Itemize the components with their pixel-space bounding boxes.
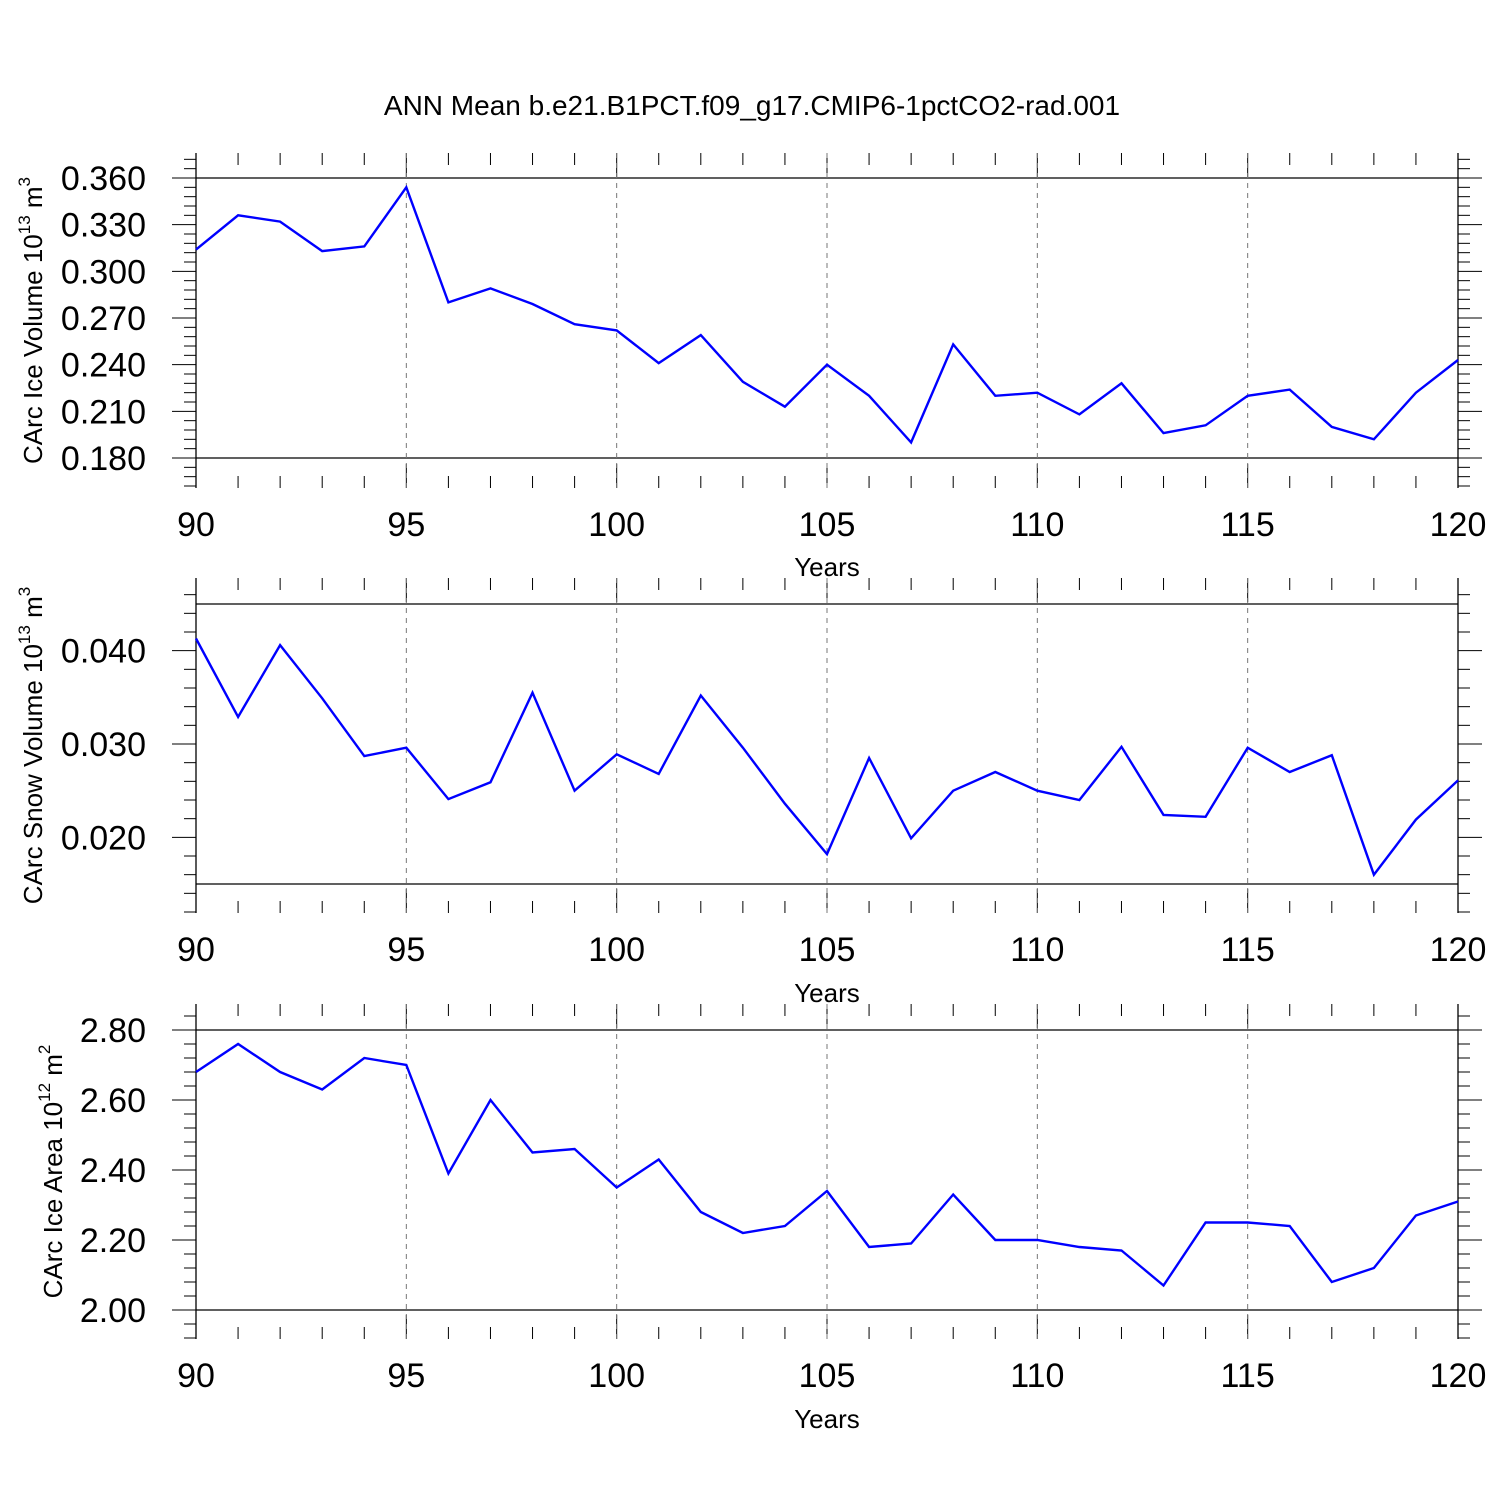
y-tick-label: 2.60 bbox=[80, 1082, 146, 1120]
y-axis-label-text: CArc Snow Volume 10 bbox=[18, 644, 48, 904]
y-axis-label-unit-exponent: 2 bbox=[35, 1045, 54, 1054]
chart-panel-1: 90 95 100 105 110 115 120 Years 0.360 0.330 0.300 0… bbox=[15, 153, 1486, 582]
y-tick-label: 0.300 bbox=[61, 253, 146, 291]
y-tick-label: 0.180 bbox=[61, 440, 146, 478]
y-axis-label-unit: m bbox=[18, 186, 48, 215]
y-axis-label-exponent: 13 bbox=[15, 215, 34, 234]
y-axis-label-exponent: 12 bbox=[35, 1083, 54, 1102]
x-tick-label: 90 bbox=[177, 931, 215, 969]
x-tick-label: 115 bbox=[1221, 1357, 1275, 1395]
x-tick-label: 95 bbox=[387, 506, 425, 544]
x-tick-label: 95 bbox=[387, 1357, 425, 1395]
y-axis-label: CArc Snow Volume 1013 m3 bbox=[15, 587, 48, 904]
y-tick-label: 2.00 bbox=[80, 1292, 146, 1330]
chart-panel-3: 90 95 100 105 110 115 120 Years 2.80 2.60 2.40 2.20… bbox=[35, 1004, 1486, 1434]
x-tick-label: 110 bbox=[1010, 931, 1064, 969]
x-tick-label: 115 bbox=[1221, 931, 1275, 969]
x-tick-label: 110 bbox=[1010, 1357, 1064, 1395]
chart-panels: 90 95 100 105 110 115 120 Years 0.360 0.330 0.300 0… bbox=[15, 153, 1486, 1434]
y-tick-label: 0.030 bbox=[61, 726, 146, 764]
y-tick-label: 0.360 bbox=[61, 160, 146, 198]
x-tick-label: 100 bbox=[588, 506, 645, 544]
x-axis-label: Years bbox=[794, 1404, 860, 1434]
x-tick-label: 115 bbox=[1221, 506, 1275, 544]
x-axis-label: Years bbox=[794, 552, 860, 582]
y-axis-label-text: CArc Ice Area 10 bbox=[38, 1102, 68, 1299]
x-tick-label: 105 bbox=[799, 931, 856, 969]
y-axis-label-text: CArc Ice Volume 10 bbox=[18, 234, 48, 464]
y-tick-label: 0.330 bbox=[61, 207, 146, 245]
y-tick-label: 2.20 bbox=[80, 1222, 146, 1260]
y-axis-label-unit-exponent: 3 bbox=[15, 177, 34, 186]
y-tick-label: 0.040 bbox=[61, 633, 146, 671]
y-tick-label: 0.240 bbox=[61, 347, 146, 385]
x-tick-label: 90 bbox=[177, 1357, 215, 1395]
y-axis-label-unit: m bbox=[18, 596, 48, 625]
y-tick-label: 0.270 bbox=[61, 300, 146, 338]
x-tick-label: 95 bbox=[387, 931, 425, 969]
x-axis-label: Years bbox=[794, 978, 860, 1008]
y-tick-label: 0.210 bbox=[61, 393, 146, 431]
y-tick-label: 2.40 bbox=[80, 1152, 146, 1190]
x-tick-label: 100 bbox=[588, 931, 645, 969]
y-axis-label: CArc Ice Volume 1013 m3 bbox=[15, 177, 48, 464]
x-tick-label: 105 bbox=[799, 506, 856, 544]
chart-panel-2: 90 95 100 105 110 115 120 Years 0.040 0.030 0.020 C… bbox=[15, 578, 1486, 1008]
y-tick-label: 2.80 bbox=[80, 1012, 146, 1050]
y-axis-label-exponent: 13 bbox=[15, 625, 34, 644]
x-tick-label: 120 bbox=[1430, 931, 1487, 969]
y-tick-label: 0.020 bbox=[61, 819, 146, 857]
x-tick-label: 120 bbox=[1430, 506, 1487, 544]
y-axis-label-unit: m bbox=[38, 1054, 68, 1083]
x-tick-label: 120 bbox=[1430, 1357, 1487, 1395]
x-tick-label: 105 bbox=[799, 1357, 856, 1395]
y-axis-label-unit-exponent: 3 bbox=[15, 587, 34, 596]
x-tick-label: 90 bbox=[177, 506, 215, 544]
y-axis-label: CArc Ice Area 1012 m2 bbox=[35, 1045, 68, 1299]
x-tick-label: 110 bbox=[1010, 506, 1064, 544]
chart-title: ANN Mean b.e21.B1PCT.f09_g17.CMIP6-1pctC… bbox=[384, 90, 1120, 121]
x-tick-label: 100 bbox=[588, 1357, 645, 1395]
